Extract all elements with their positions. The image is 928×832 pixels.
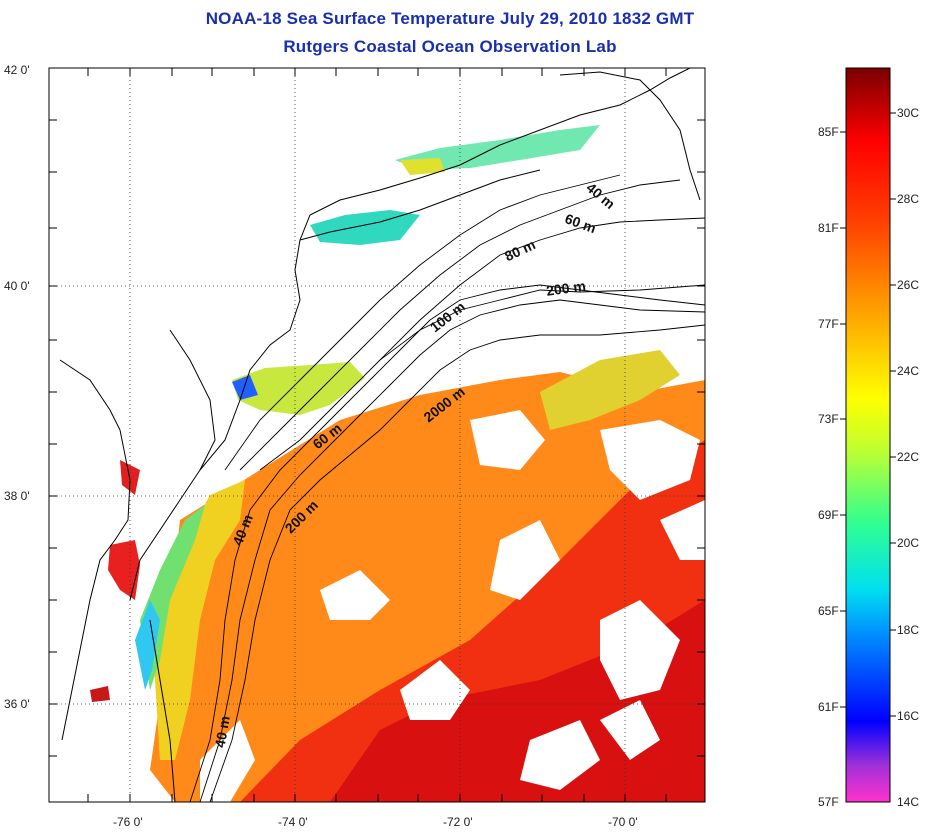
lat-tick-label: 36 0' <box>4 697 30 711</box>
colorbar-f-label: 65F <box>818 604 839 618</box>
sst-li-patch-3 <box>400 158 445 175</box>
depth-label: 60 m <box>563 210 598 236</box>
coastline <box>59 68 701 802</box>
colorbar-f-label: 73F <box>818 412 839 426</box>
map-title: NOAA-18 Sea Surface Temperature July 29,… <box>205 9 695 28</box>
sst-slope-yellow <box>540 350 680 430</box>
colorbar-f-label: 81F <box>818 221 839 235</box>
lat-tick-label: 38 0' <box>4 489 30 503</box>
colorbar-c-label: 24C <box>897 364 919 378</box>
cloud-gap <box>600 600 680 700</box>
colorbar-c-label: 28C <box>897 192 919 206</box>
colorbar-c-label: 30C <box>897 106 919 120</box>
depth-label: 80 m <box>502 236 538 264</box>
lon-tick-label: -70 0' <box>608 815 638 829</box>
map-frame <box>48 67 706 803</box>
sst-nearshore-cyan <box>135 600 160 690</box>
estuary-warm <box>90 686 110 702</box>
colorbar-f-label: 57F <box>818 795 839 809</box>
estuary-warm <box>108 540 140 600</box>
sst-shelf-patch-blue <box>232 375 258 400</box>
colorbar <box>845 67 891 803</box>
sst-field <box>90 125 705 802</box>
cloud-gap <box>490 520 560 600</box>
colorbar-c-label: 16C <box>897 709 919 723</box>
lon-tick-label: -74 0' <box>278 815 308 829</box>
depth-label: 100 m <box>427 298 468 335</box>
cloud-gap <box>520 720 600 790</box>
map-subtitle: Rutgers Coastal Ocean Observation Lab <box>283 37 617 56</box>
cloud-gap <box>200 720 255 802</box>
lat-tick-label: 42 0' <box>4 63 30 77</box>
graticule <box>49 68 705 802</box>
sst-nearshore-yellow <box>150 480 245 760</box>
depth-label: 40 m <box>583 179 618 212</box>
depth-label: 40 m <box>212 715 233 749</box>
cloud-gap <box>320 570 390 620</box>
sst-nearshore-green <box>140 505 205 690</box>
colorbar-ticks <box>840 112 896 717</box>
colorbar-c-label: 14C <box>897 795 919 809</box>
sst-li-patch-2 <box>395 125 600 170</box>
depth-label: 200 m <box>545 277 587 298</box>
lon-tick-label: -72 0' <box>443 815 473 829</box>
lon-tick-label: -76 0' <box>113 815 143 829</box>
colorbar-f-label: 61F <box>818 700 839 714</box>
sst-shelf-patch <box>232 362 365 415</box>
lat-tick-label: 40 0' <box>4 279 30 293</box>
cloud-gap <box>660 500 705 560</box>
sst-deep-red-region <box>330 600 705 802</box>
colorbar-c-label: 20C <box>897 536 919 550</box>
depth-contours <box>189 174 705 802</box>
axis-ticks <box>49 68 705 802</box>
colorbar-c-label: 26C <box>897 278 919 292</box>
colorbar-c-label: 22C <box>897 450 919 464</box>
cloud-gap <box>600 700 660 760</box>
colorbar-f-label: 77F <box>818 317 839 331</box>
colorbar-f-label: 85F <box>818 125 839 139</box>
cloud-gap <box>470 410 545 470</box>
cloud-gap <box>400 660 470 720</box>
colorbar-c-label: 18C <box>897 623 919 637</box>
colorbar-f-label: 69F <box>818 508 839 522</box>
